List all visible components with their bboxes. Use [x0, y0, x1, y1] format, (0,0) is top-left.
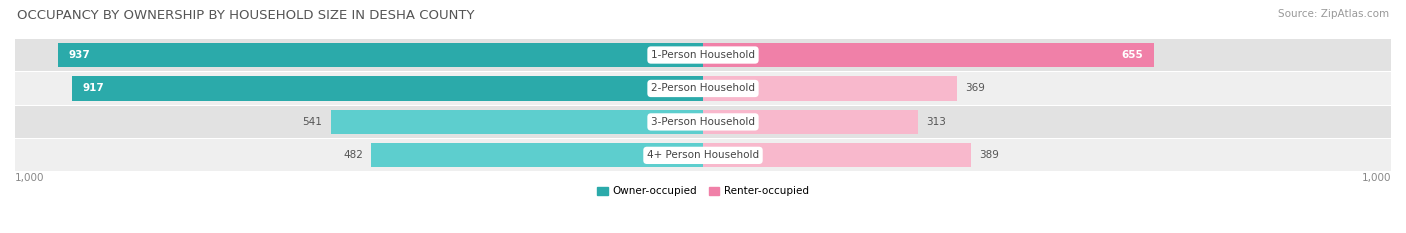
Bar — [58, 43, 703, 67]
Bar — [72, 76, 703, 100]
Bar — [703, 110, 918, 134]
Text: 655: 655 — [1122, 50, 1143, 60]
Text: 4+ Person Household: 4+ Person Household — [647, 150, 759, 160]
Text: 1-Person Household: 1-Person Household — [651, 50, 755, 60]
Text: 1,000: 1,000 — [1361, 173, 1391, 183]
Text: 2-Person Household: 2-Person Household — [651, 83, 755, 93]
Bar — [330, 110, 703, 134]
Bar — [15, 106, 1391, 138]
Text: 1,000: 1,000 — [15, 173, 45, 183]
Text: 482: 482 — [343, 150, 363, 160]
Legend: Owner-occupied, Renter-occupied: Owner-occupied, Renter-occupied — [598, 186, 808, 196]
Text: 313: 313 — [927, 117, 946, 127]
Bar — [15, 39, 1391, 71]
Text: 937: 937 — [69, 50, 90, 60]
Bar — [703, 76, 957, 100]
Bar — [15, 139, 1391, 171]
Text: OCCUPANCY BY OWNERSHIP BY HOUSEHOLD SIZE IN DESHA COUNTY: OCCUPANCY BY OWNERSHIP BY HOUSEHOLD SIZE… — [17, 9, 474, 22]
Bar — [15, 72, 1391, 105]
Text: 389: 389 — [979, 150, 998, 160]
Bar — [371, 143, 703, 167]
Text: 541: 541 — [302, 117, 322, 127]
Text: 917: 917 — [83, 83, 104, 93]
Text: 3-Person Household: 3-Person Household — [651, 117, 755, 127]
Bar — [703, 143, 970, 167]
Bar — [703, 43, 1154, 67]
Text: Source: ZipAtlas.com: Source: ZipAtlas.com — [1278, 9, 1389, 19]
Text: 369: 369 — [965, 83, 986, 93]
